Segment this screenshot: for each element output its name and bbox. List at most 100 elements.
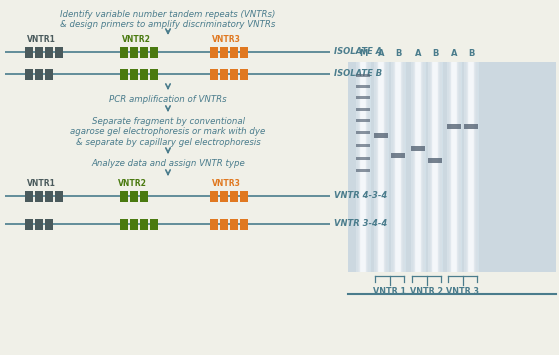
- Bar: [394, 62, 402, 272]
- Bar: [468, 62, 473, 272]
- Bar: [140, 47, 148, 58]
- Bar: [463, 62, 479, 272]
- Bar: [391, 153, 405, 158]
- Bar: [35, 191, 43, 202]
- Bar: [359, 62, 367, 272]
- Bar: [120, 218, 128, 229]
- Bar: [357, 119, 369, 121]
- Bar: [35, 47, 43, 58]
- Text: B: B: [432, 49, 438, 58]
- Bar: [357, 84, 369, 87]
- Bar: [428, 158, 442, 163]
- Bar: [25, 69, 33, 80]
- Bar: [357, 157, 369, 159]
- Bar: [356, 62, 369, 272]
- Bar: [361, 62, 366, 272]
- Bar: [150, 69, 158, 80]
- Bar: [447, 62, 461, 272]
- Text: VNTR 1: VNTR 1: [373, 287, 406, 296]
- Bar: [416, 62, 420, 272]
- Bar: [432, 62, 438, 272]
- Bar: [150, 47, 158, 58]
- Bar: [25, 191, 33, 202]
- Bar: [220, 69, 228, 80]
- Bar: [428, 62, 442, 272]
- Bar: [431, 62, 439, 272]
- Bar: [120, 47, 128, 58]
- Text: VNTR2: VNTR2: [117, 180, 146, 189]
- Bar: [357, 108, 369, 110]
- Bar: [410, 62, 425, 272]
- Bar: [393, 62, 403, 272]
- Bar: [430, 62, 440, 272]
- Bar: [45, 69, 53, 80]
- Text: M: M: [359, 49, 367, 58]
- Bar: [465, 62, 478, 272]
- Bar: [240, 191, 248, 202]
- Bar: [35, 218, 43, 229]
- Text: VNTR2: VNTR2: [121, 36, 150, 44]
- Bar: [469, 62, 473, 272]
- Bar: [357, 95, 369, 98]
- Bar: [379, 62, 383, 272]
- Text: VNTR3: VNTR3: [211, 36, 240, 44]
- Bar: [391, 62, 405, 272]
- Bar: [378, 62, 383, 272]
- Bar: [210, 47, 218, 58]
- Bar: [230, 47, 238, 58]
- Text: VNTR 3-4-4: VNTR 3-4-4: [334, 219, 387, 229]
- Text: VNTR1: VNTR1: [27, 36, 55, 44]
- Text: ISOLATE A: ISOLATE A: [334, 48, 382, 56]
- Bar: [45, 47, 53, 58]
- Bar: [120, 69, 128, 80]
- Text: B: B: [395, 49, 401, 58]
- Text: VNTR3: VNTR3: [211, 180, 240, 189]
- Bar: [230, 218, 238, 229]
- Text: Separate fragment by conventional
agarose gel electrophoresis or mark with dye
&: Separate fragment by conventional agaros…: [70, 117, 266, 147]
- Bar: [447, 124, 461, 129]
- Bar: [240, 218, 248, 229]
- Bar: [361, 62, 365, 272]
- Bar: [396, 62, 400, 272]
- Bar: [375, 132, 387, 137]
- Bar: [240, 47, 248, 58]
- Bar: [210, 218, 218, 229]
- Bar: [357, 143, 369, 147]
- Bar: [35, 69, 43, 80]
- Bar: [449, 62, 459, 272]
- Bar: [55, 191, 63, 202]
- Bar: [451, 62, 457, 272]
- Bar: [357, 169, 369, 171]
- Bar: [140, 218, 148, 229]
- Bar: [357, 131, 369, 133]
- Bar: [220, 47, 228, 58]
- Bar: [391, 62, 405, 272]
- Bar: [220, 191, 228, 202]
- Bar: [411, 146, 425, 151]
- Bar: [140, 191, 148, 202]
- Bar: [240, 69, 248, 80]
- Bar: [140, 69, 148, 80]
- Bar: [25, 47, 33, 58]
- Text: PCR amplification of VNTRs: PCR amplification of VNTRs: [109, 95, 227, 104]
- Bar: [130, 69, 138, 80]
- Bar: [230, 191, 238, 202]
- Bar: [120, 191, 128, 202]
- Bar: [130, 47, 138, 58]
- Text: A: A: [378, 49, 384, 58]
- Bar: [466, 62, 476, 272]
- Bar: [428, 62, 443, 272]
- Text: Identify variable number tandem repeats (VNTRs)
& design primers to amplify disc: Identify variable number tandem repeats …: [60, 10, 276, 29]
- Bar: [395, 62, 401, 272]
- Bar: [210, 191, 218, 202]
- Bar: [150, 218, 158, 229]
- Bar: [210, 69, 218, 80]
- Bar: [465, 124, 477, 129]
- Bar: [411, 62, 425, 272]
- Bar: [467, 62, 475, 272]
- Bar: [413, 62, 423, 272]
- Text: ISOLATE B: ISOLATE B: [334, 70, 382, 78]
- Bar: [25, 218, 33, 229]
- Bar: [356, 62, 371, 272]
- Bar: [220, 218, 228, 229]
